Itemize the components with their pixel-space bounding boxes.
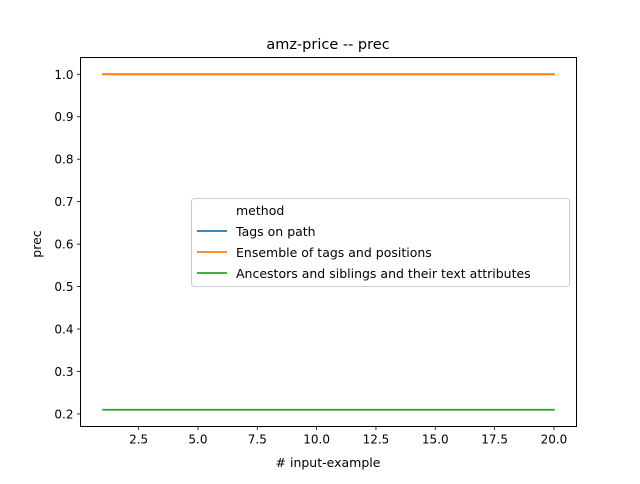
y-tick-label: 0.5 (54, 280, 73, 294)
x-tick-label: 5.0 (188, 433, 207, 447)
x-tick-label: 12.5 (363, 433, 390, 447)
x-tick-label: 17.5 (481, 433, 508, 447)
x-tick-label: 20.0 (541, 433, 568, 447)
y-axis-ticks: 0.2 0.3 0.4 0.5 0.6 0.7 0.8 0.9 1.0 (54, 68, 81, 421)
y-tick-label: 0.7 (54, 195, 73, 209)
x-tick-label: 7.5 (248, 433, 267, 447)
plot-frame (80, 57, 577, 427)
y-tick-label: 0.9 (54, 110, 73, 124)
x-tick-label: 2.5 (129, 433, 148, 447)
y-tick-label: 0.4 (54, 323, 73, 337)
y-tick-label: 0.2 (54, 407, 73, 421)
legend-title: method (236, 203, 284, 218)
legend-entry-label: Ancestors and siblings and their text at… (236, 266, 531, 281)
legend-box (191, 198, 570, 287)
legend-entry-label: Tags on path (235, 224, 316, 239)
y-tick-label: 0.8 (54, 153, 73, 167)
x-tick-label: 15.0 (422, 433, 449, 447)
plot-lines (102, 73, 555, 411)
y-tick-label: 0.6 (54, 238, 73, 252)
legend-entry-label: Ensemble of tags and positions (236, 245, 432, 260)
y-tick-label: 1.0 (54, 68, 73, 82)
legend-items: Tags on path Ensemble of tags and positio… (197, 224, 531, 281)
y-tick-label: 0.3 (54, 365, 73, 379)
chart-title: amz-price -- prec (266, 37, 389, 53)
legend: method Tags on path Ensemble of tags and … (191, 198, 570, 287)
x-tick-label: 10.0 (303, 433, 330, 447)
y-axis-label: prec (29, 230, 44, 257)
x-axis-label: # input-example (276, 455, 381, 470)
x-axis-ticks: 2.5 5.0 7.5 10.0 12.5 15.0 17.5 20.0 (129, 426, 568, 447)
